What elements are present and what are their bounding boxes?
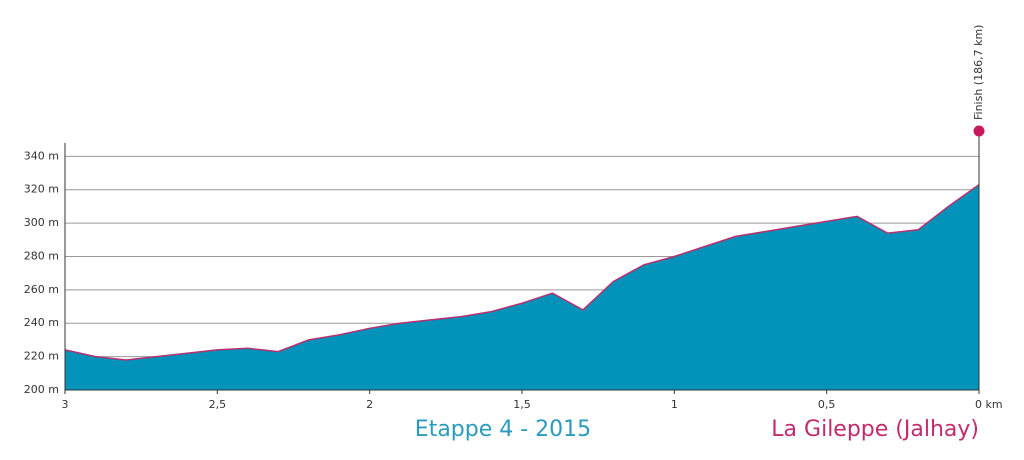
elevation-line	[64, 184, 980, 361]
y-tick-label: 320 m	[24, 183, 59, 196]
x-tick-label: 0,5	[818, 398, 836, 411]
x-tick-label: 2,5	[209, 398, 227, 411]
finish-label: Finish (186,7 km)	[972, 25, 985, 120]
elevation-area	[65, 184, 979, 390]
chart-subtitle: La Gileppe (Jalhay)	[771, 417, 979, 442]
x-tick-label: 2	[366, 398, 373, 411]
chart-title: Etappe 4 - 2015	[415, 417, 591, 442]
x-tick-label: 1,5	[513, 398, 531, 411]
y-tick-label: 260 m	[24, 283, 59, 296]
y-tick-label: 240 m	[24, 316, 59, 329]
x-tick-label: 1	[671, 398, 678, 411]
finish-marker	[973, 125, 985, 137]
y-tick-label: 280 m	[24, 249, 59, 262]
y-tick-label: 340 m	[24, 149, 59, 162]
x-tick-label: 3	[62, 398, 69, 411]
y-tick-label: 220 m	[24, 350, 59, 363]
y-tick-label: 300 m	[24, 216, 59, 229]
y-tick-label: 200 m	[24, 383, 59, 396]
x-tick-label: 0 km	[975, 398, 1003, 411]
